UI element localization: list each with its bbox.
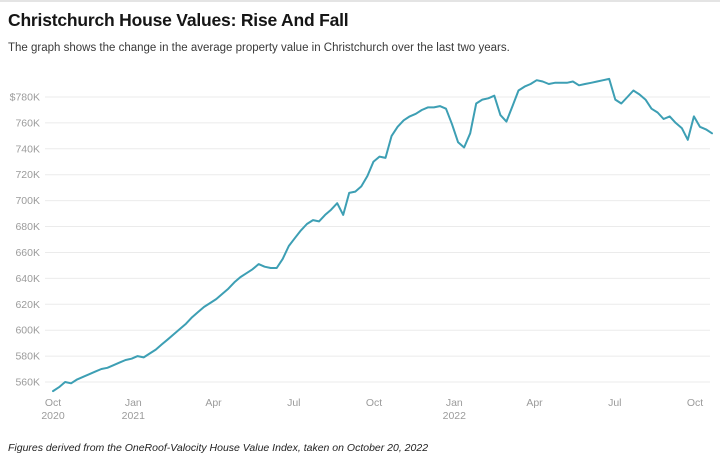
y-tick-label: 680K (15, 221, 40, 233)
y-tick-label: 760K (15, 117, 40, 129)
y-tick-label: 720K (15, 169, 40, 181)
y-tick-label: 700K (15, 195, 40, 207)
x-tick-month: Jan (446, 397, 463, 409)
y-tick-label: 580K (15, 350, 40, 362)
y-tick-label: 620K (15, 299, 40, 311)
x-tick-month: Jul (287, 397, 300, 409)
y-tick-label: 600K (15, 325, 40, 337)
y-tick-label: 560K (15, 376, 40, 388)
y-gridlines (45, 96, 710, 383)
y-tick-label: 740K (15, 143, 40, 155)
x-tick-month: Apr (526, 397, 543, 409)
y-tick-label: 660K (15, 247, 40, 259)
page-subtitle: The graph shows the change in the averag… (8, 41, 510, 54)
house-value-line-chart: $780K 760K 740K 720K 700K 680K 660K 640K 620K 600… (10, 77, 713, 422)
x-tick-year: 2020 (41, 410, 65, 422)
y-tick-label: 640K (15, 273, 40, 285)
y-tick-labels: $780K 760K 740K 720K 700K 680K 660K 640K 620K 600… (10, 91, 40, 388)
chart-area: $780K 760K 740K 720K 700K 680K 660K 640K 620K 600… (0, 59, 720, 424)
x-tick-month: Jan (125, 397, 142, 409)
x-tick-month: Oct (366, 397, 382, 409)
x-tick-month: Oct (45, 397, 61, 409)
x-tick-month: Jul (608, 397, 621, 409)
page-title: Christchurch House Values: Rise And Fall (8, 10, 349, 30)
x-tick-month: Oct (687, 397, 703, 409)
x-tick-year: 2021 (122, 410, 146, 422)
x-tick-year: 2022 (443, 410, 467, 422)
y-tick-label: $780K (10, 91, 40, 103)
source-note: Figures derived from the OneRoof-Valocit… (8, 441, 429, 454)
x-tick-month: Apr (205, 397, 222, 409)
chart-header: Christchurch House Values: Rise And Fall… (0, 2, 720, 56)
value-line (52, 77, 713, 392)
